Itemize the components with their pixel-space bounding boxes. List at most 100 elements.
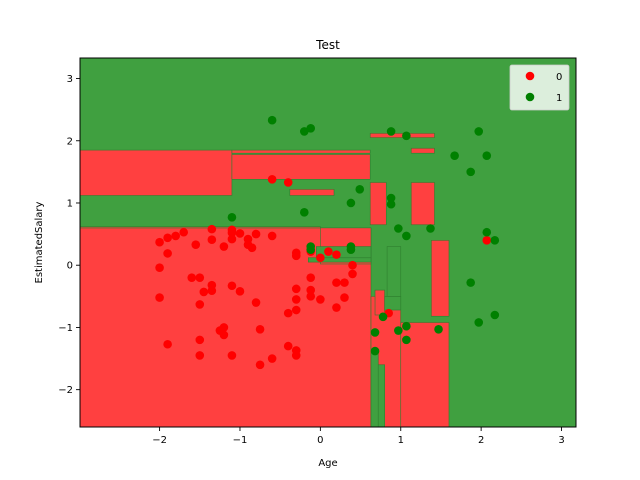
data-point-class-1 [306,124,316,133]
decision-region-class-0 [231,154,371,180]
x-tick-label: −1 [233,435,248,446]
data-point-class-0 [163,249,172,258]
data-point-class-0 [482,236,492,245]
y-tick-label: −2 [58,385,73,396]
data-point-class-1 [386,193,396,203]
data-point-class-0 [227,351,237,360]
legend-label-class-1: 1 [556,93,562,104]
data-point-class-0 [207,286,217,296]
data-point-class-0 [195,335,205,345]
data-point-class-0 [235,229,245,238]
data-point-class-0 [255,325,265,334]
decision-region-class-1 [370,352,379,427]
data-point-class-1 [474,318,484,327]
data-point-class-0 [306,273,316,282]
data-point-class-1 [450,151,459,160]
data-point-class-0 [340,278,349,287]
data-point-class-0 [227,234,237,244]
plot-area [80,58,576,427]
data-point-class-0 [155,293,164,302]
data-point-class-1 [402,231,411,241]
legend: 0 1 [509,64,570,111]
data-point-class-1 [402,131,411,141]
data-point-class-0 [267,175,277,184]
data-point-class-0 [155,263,164,273]
data-point-class-0 [306,285,316,295]
data-point-class-1 [474,127,484,136]
decision-region-class-0 [289,188,335,196]
data-point-class-0 [219,323,229,332]
chart-title: Test [315,38,340,52]
data-point-class-1 [482,227,492,237]
x-tick-label: −2 [152,435,167,446]
data-point-class-0 [332,303,341,312]
y-axis-label: EstimatedSalary [34,201,45,283]
data-point-class-0 [163,233,172,243]
data-point-class-0 [255,360,265,370]
decision-region-class-1 [316,246,372,259]
legend-marker-class-0 [525,71,535,81]
data-point-class-0 [207,235,217,244]
decision-region-class-0 [400,322,450,427]
data-point-class-0 [187,273,197,282]
data-point-class-1 [466,278,475,287]
data-point-class-0 [199,287,209,297]
decision-region-class-0 [410,147,435,154]
data-point-class-0 [267,354,277,363]
data-point-class-0 [348,269,357,279]
data-point-class-0 [243,234,253,244]
x-tick-label: 1 [398,435,404,446]
data-point-class-0 [195,300,205,309]
data-point-class-0 [267,231,277,241]
data-point-class-1 [299,127,309,136]
ticks-layer: −2 −1 0 1 2 3 −2 −1 0 1 2 3 [58,74,564,446]
data-point-class-0 [283,178,293,187]
data-point-class-1 [386,199,396,209]
y-tick-label: 2 [67,136,73,147]
data-point-class-0 [179,227,189,237]
data-point-class-0 [283,308,293,318]
data-point-class-0 [227,225,237,235]
data-point-class-0 [247,243,257,253]
x-axis-label: Age [318,458,337,469]
decision-region-class-0 [410,182,435,226]
legend-label-class-0: 0 [556,72,562,83]
data-point-class-1 [227,212,237,222]
data-point-class-0 [155,237,164,247]
data-point-class-1 [306,245,316,254]
data-point-class-1 [402,321,411,331]
data-point-class-0 [332,250,341,259]
data-point-class-1 [394,326,403,335]
data-point-class-1 [370,328,380,337]
data-point-class-1 [434,325,443,334]
data-point-class-0 [219,242,229,251]
data-point-class-0 [316,253,325,263]
data-point-class-1 [426,224,435,233]
x-tick-label: 0 [317,435,323,446]
decision-region-class-1 [377,364,385,427]
data-point-class-1 [346,245,356,254]
data-point-class-0 [227,281,237,291]
data-point-class-1 [355,184,365,194]
data-point-class-1 [346,198,356,208]
data-point-class-1 [370,346,380,356]
data-point-class-0 [324,247,333,256]
decision-region-class-0 [80,226,321,229]
decision-region-class-0 [369,182,387,226]
data-point-class-1 [394,224,403,233]
data-point-class-0 [348,260,357,270]
data-point-class-1 [299,208,309,217]
decision-region-class-0 [80,149,233,196]
axes-frame [79,57,577,428]
decision-region-class-1 [386,246,402,297]
data-point-class-0 [207,224,217,234]
y-tick-label: −1 [58,323,73,334]
data-point-class-0 [291,351,301,360]
legend-marker-class-1 [525,92,535,102]
data-point-class-1 [482,151,492,160]
data-point-class-1 [386,127,396,136]
data-point-class-1 [402,335,411,345]
data-point-class-0 [316,295,325,304]
data-point-class-0 [191,240,201,249]
